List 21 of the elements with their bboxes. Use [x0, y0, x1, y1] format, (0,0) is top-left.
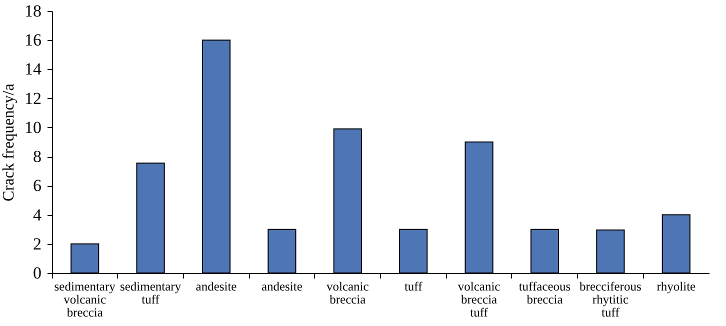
x-tick-label: volcanic breccia tuff — [458, 280, 501, 320]
y-tick-label: 4 — [33, 205, 42, 224]
x-tick-label: sedimentary tuff — [120, 280, 182, 306]
y-axis-title: Crack frequency/a — [0, 84, 18, 202]
x-tick-label: andesite — [261, 280, 303, 294]
x-tick-label: rhyolite — [656, 280, 696, 294]
y-tick-label: 2 — [33, 234, 42, 254]
x-tick-label: andesite — [196, 280, 238, 294]
x-tick-label: tuff — [404, 280, 424, 294]
y-tick-label: 12 — [24, 88, 42, 108]
y-tick-label: 0 — [33, 264, 42, 282]
x-tick-label: tuffaceous breccia — [518, 280, 571, 306]
y-tick-label: 18 — [24, 2, 42, 20]
y-tick-label: 10 — [24, 118, 42, 137]
y-tick-label: 16 — [24, 30, 42, 50]
x-tick-label: volcanic breccia — [326, 280, 370, 306]
y-tick-label: 6 — [33, 176, 42, 196]
y-tick-label: 8 — [33, 147, 42, 166]
y-tick-label: 14 — [24, 60, 42, 79]
x-tick-label: sedimentary volcanic breccia — [54, 280, 116, 320]
x-tick-label: brecciferous rhytitic tuff — [580, 280, 642, 320]
